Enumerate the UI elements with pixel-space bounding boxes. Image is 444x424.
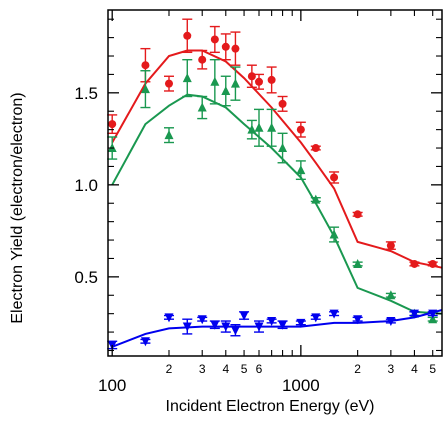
data-point	[409, 309, 419, 319]
x-minor-tick-label: 3	[199, 362, 206, 376]
data-point	[278, 320, 288, 330]
data-point	[108, 120, 117, 129]
data-point	[254, 122, 264, 132]
data-point	[183, 31, 192, 40]
data-point	[329, 229, 339, 239]
x-minor-tick-label: 2	[354, 362, 361, 376]
data-point	[311, 144, 320, 153]
x-minor-tick-label: 3	[388, 362, 395, 376]
y-tick-label: 1.0	[74, 176, 98, 195]
data-point	[267, 75, 276, 84]
data-point	[296, 125, 305, 134]
data-point	[230, 326, 240, 336]
data-point	[386, 317, 396, 327]
data-point	[330, 173, 339, 182]
data-point	[386, 290, 396, 300]
data-point	[140, 337, 150, 347]
series-0-curve	[111, 49, 443, 269]
data-point	[329, 309, 339, 319]
data-point	[254, 322, 264, 332]
data-point	[231, 44, 240, 53]
data-point	[221, 85, 231, 95]
x-minor-tick-label: 6	[256, 362, 263, 376]
series-2	[107, 309, 443, 350]
x-minor-tick-label: 4	[411, 362, 418, 376]
y-tick-label: 1.5	[74, 84, 98, 103]
data-point	[197, 102, 207, 112]
data-point	[278, 143, 288, 153]
data-point	[210, 35, 219, 44]
data-point	[247, 124, 257, 134]
series-1	[107, 58, 443, 324]
plot-area	[107, 18, 443, 350]
data-point	[428, 309, 438, 319]
data-point	[221, 42, 230, 51]
data-point	[210, 320, 220, 330]
series-2-curve	[111, 309, 443, 348]
data-point	[267, 317, 277, 327]
data-point	[197, 315, 207, 325]
data-point	[164, 130, 174, 140]
data-point	[267, 122, 277, 132]
data-point	[164, 313, 174, 323]
data-point	[311, 313, 321, 323]
data-point	[230, 78, 240, 88]
x-minor-tick-label: 2	[166, 362, 173, 376]
x-minor-tick-label: 4	[222, 362, 229, 376]
data-point	[247, 72, 256, 81]
y-tick-label: 0.5	[74, 268, 98, 287]
y-axis-title: Electron Yield (electron/electron)	[9, 92, 26, 323]
x-tick-label: 100	[98, 376, 126, 395]
data-point	[353, 315, 363, 325]
data-point	[255, 77, 264, 86]
data-point	[311, 194, 321, 204]
data-point	[428, 259, 437, 268]
data-point	[221, 322, 231, 332]
data-point	[141, 61, 150, 70]
data-point	[296, 165, 306, 175]
data-point	[140, 84, 150, 94]
data-point	[239, 311, 249, 321]
data-point	[428, 314, 438, 324]
data-point	[278, 99, 287, 108]
data-point	[353, 258, 363, 268]
data-point	[198, 55, 207, 64]
data-point	[164, 79, 173, 88]
data-point	[182, 322, 192, 332]
x-minor-tick-label: 5	[241, 362, 248, 376]
data-point	[210, 76, 220, 86]
series-1-curve	[111, 93, 443, 315]
data-point	[353, 210, 362, 219]
data-point	[410, 259, 419, 268]
data-point	[296, 318, 306, 328]
data-point	[386, 241, 395, 250]
x-axis-title: Incident Electron Energy (eV)	[166, 398, 375, 415]
series-0	[107, 18, 443, 269]
x-tick-label: 1000	[282, 376, 320, 395]
x-minor-tick-label: 5	[429, 362, 436, 376]
plot-frame	[107, 9, 443, 357]
data-point	[182, 73, 192, 83]
